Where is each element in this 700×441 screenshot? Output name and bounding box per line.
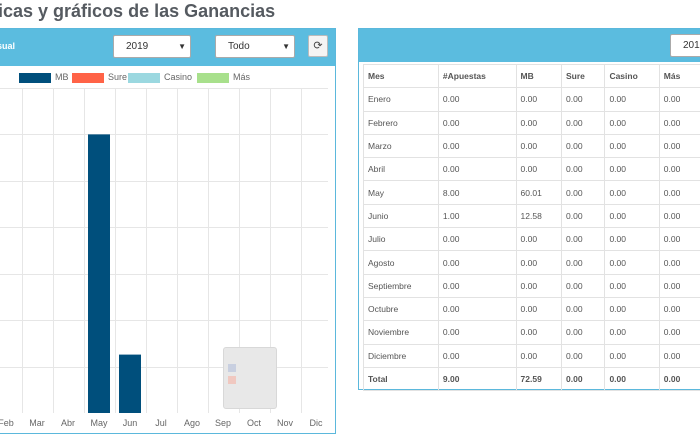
legend-swatch-casino	[128, 72, 160, 83]
legend-swatch-mb	[19, 72, 51, 83]
bar-mb-jun[interactable]	[119, 354, 141, 413]
col-header-casino[interactable]: Casino	[604, 63, 660, 89]
legend-swatch-mas	[197, 72, 229, 83]
legend-label-sure: Sure	[108, 72, 128, 82]
x-tick-label-nov: Nov	[276, 418, 293, 428]
earnings-table: Mes #Apuestas MB Sure Casino Más Enero 0.…	[363, 63, 700, 392]
table-year-select[interactable]: 2019	[670, 34, 700, 57]
legend-item-mb[interactable]: MB	[19, 71, 69, 85]
x-tick-label-jul: Jul	[155, 418, 167, 428]
x-tick-label-abr: Abr	[60, 418, 75, 428]
table-row: Octubre 0.00 0.00 0.00 0.00 0.00	[363, 296, 700, 322]
chevron-down-icon: ▼	[178, 42, 186, 51]
table-row: Marzo 0.00 0.00 0.00 0.00 0.00	[363, 133, 700, 159]
col-header-mb[interactable]: MB	[515, 63, 563, 89]
chart-legend: MB Sure Casino Más	[0, 71, 337, 85]
x-tick-label-dic: Dic	[309, 418, 323, 428]
legend-label-mas: Más	[233, 72, 251, 82]
col-header-mas[interactable]: Más	[658, 63, 700, 89]
chart-year-value: 2019	[126, 41, 149, 52]
table-row: Enero 0.00 0.00 0.00 0.00 0.00	[363, 87, 700, 112]
table-row: Noviembre 0.00 0.00 0.00 0.00 0.00	[363, 320, 700, 345]
x-tick-label-mar: Mar	[29, 418, 45, 428]
x-tick-label-jun: Jun	[122, 418, 138, 428]
legend-label-mb: MB	[55, 72, 69, 82]
col-header-sure[interactable]: Sure	[560, 63, 606, 89]
x-tick-label-feb: Feb	[0, 418, 14, 428]
table-row: Junio 1.00 12.58 0.00 0.00 0.00	[363, 203, 700, 229]
table-total-row: Total 9.00 72.59 0.00 0.00 0.00	[363, 366, 700, 392]
bar-chart	[0, 88, 328, 413]
x-tick-label-oct: Oct	[246, 418, 261, 428]
table-row: Septiembre 0.00 0.00 0.00 0.00 0.00	[363, 273, 700, 298]
refresh-button[interactable]: ⟳	[308, 35, 328, 57]
map-pin-icon	[228, 364, 236, 372]
chart-year-select[interactable]: 2019 ▼	[113, 35, 191, 58]
col-header-mes[interactable]: Mes	[363, 63, 439, 89]
legend-item-mas[interactable]: Más	[197, 71, 250, 85]
chart-type-select[interactable]: Todo ▼	[215, 35, 295, 58]
table-row: Agosto 0.00 0.00 0.00 0.00 0.00	[363, 250, 700, 275]
table-row: Abril 0.00 0.00 0.00 0.00 0.00	[363, 157, 700, 182]
table-row: Julio 0.00 0.00 0.00 0.00 0.00	[363, 227, 700, 252]
table-row: May 8.00 60.01 0.00 0.00 0.00	[363, 180, 700, 205]
table-year-value: 2019	[683, 40, 700, 51]
chevron-down-icon: ▼	[282, 42, 290, 51]
x-tick-label-may: May	[90, 418, 108, 428]
table-header-row: Mes #Apuestas MB Sure Casino Más	[363, 63, 700, 89]
map-pin-icon	[228, 376, 236, 384]
legend-item-sure[interactable]: Sure	[72, 71, 127, 85]
table-panel: 2019 Mes #Apuestas MB Sure Casino Más En…	[358, 28, 700, 392]
legend-swatch-sure	[72, 72, 104, 83]
page-title: icas y gráficos de las Ganancias	[0, 1, 276, 21]
x-tick-label-sep: Sep	[214, 418, 231, 428]
map-widget-ghost	[223, 347, 277, 409]
chart-type-value: Todo	[228, 41, 250, 52]
legend-item-casino[interactable]: Casino	[128, 71, 192, 85]
table-row: Febrero 0.00 0.00 0.00 0.00 0.00	[363, 110, 700, 135]
table-row: Diciembre 0.00 0.00 0.00 0.00 0.00	[363, 343, 700, 368]
refresh-icon: ⟳	[313, 40, 323, 52]
chart-plot-area	[0, 88, 328, 413]
col-header-apuestas[interactable]: #Apuestas	[437, 63, 517, 89]
table-panel-header: 2019	[359, 29, 700, 62]
legend-label-casino: Casino	[164, 72, 193, 82]
bar-mb-may[interactable]	[88, 134, 110, 413]
x-tick-label-ago: Ago	[183, 418, 200, 428]
